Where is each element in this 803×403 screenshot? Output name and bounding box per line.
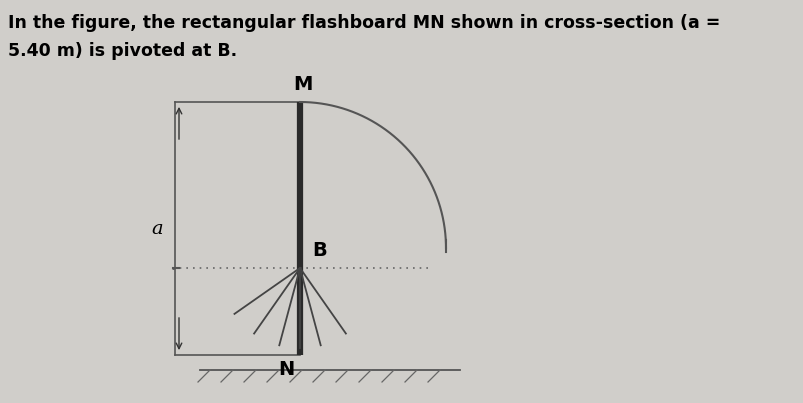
Text: 5.40 m) is pivoted at B.: 5.40 m) is pivoted at B.	[8, 42, 237, 60]
Text: a: a	[151, 220, 163, 237]
Text: M: M	[293, 75, 312, 94]
Text: B: B	[312, 241, 326, 260]
Text: N: N	[278, 360, 294, 379]
Text: In the figure, the rectangular flashboard MN shown in cross-section (a =: In the figure, the rectangular flashboar…	[8, 14, 719, 32]
